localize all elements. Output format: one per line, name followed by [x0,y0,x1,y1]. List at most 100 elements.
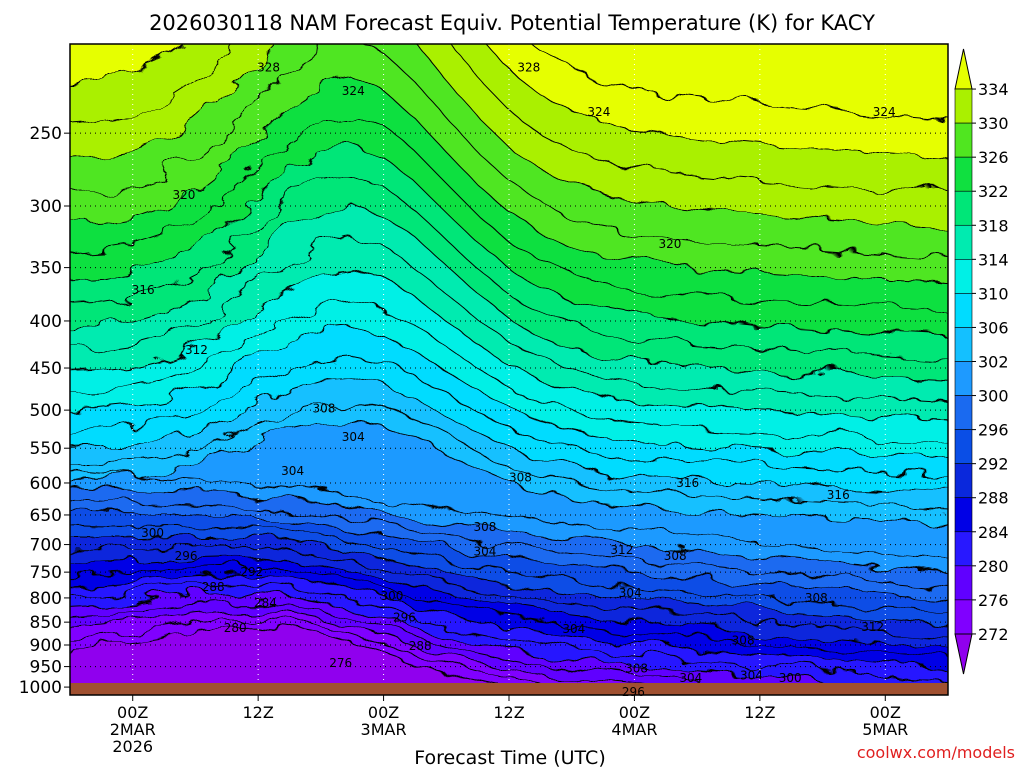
contour-label: 308 [474,520,497,534]
y-tick-label: 400 [30,312,62,332]
colorbar-swatch [954,395,973,430]
contour-label: 328 [257,60,280,74]
contour-label: 308 [625,662,648,676]
contour-label: 300 [380,589,403,603]
contour-label: 308 [805,591,828,605]
x-tick-label: 2026 [112,737,153,756]
x-tick-label: 12Z [242,703,273,722]
x-tick-label: 12Z [744,703,775,722]
contour-label: 308 [313,402,336,416]
colorbar-label: 314 [978,250,1009,269]
y-tick-label: 500 [30,401,62,421]
contour-label: 304 [474,544,497,558]
colorbar-swatch [954,429,973,464]
colorbar-swatch [954,463,973,499]
y-tick-label: 450 [30,359,62,379]
colorbar-label: 272 [978,625,1009,644]
contour-label: 312 [861,620,884,634]
colorbar-label: 280 [978,557,1009,576]
contour-label: 316 [827,488,850,502]
contour-label: 312 [610,543,633,557]
contour-label: 312 [185,343,208,357]
contour-label: 324 [873,105,896,119]
contour-label: 308 [664,549,687,563]
y-tick-label: 550 [30,439,62,459]
contour-label: 324 [587,105,610,119]
contour-label: 304 [281,464,304,478]
contour-label: 316 [676,476,699,490]
contour-label: 276 [329,656,352,670]
contour-label: 304 [679,671,702,685]
colorbar-label: 306 [978,318,1009,337]
contour-label: 300 [141,526,164,540]
colorbar-swatch [954,122,973,158]
y-tick-label: 650 [30,506,62,526]
y-tick-label: 600 [30,474,62,494]
colorbar-label: 300 [978,387,1009,406]
y-tick-label: 900 [30,636,62,656]
contour-label: 296 [393,610,416,624]
colorbar: 272 276 280 284 288 292 296 300 302 306 310 314 318 3… [954,48,1009,675]
colorbar-label: 288 [978,489,1009,508]
colorbar-swatch [954,531,973,567]
contour-lines [70,44,948,695]
colorbar-swatch [954,156,973,192]
x-tick-label: 00Z [368,703,399,722]
colorbar-label: 334 [978,80,1009,99]
ground-strip [70,683,948,695]
colorbar-swatch [954,361,973,396]
y-tick-label: 750 [30,563,62,583]
contour-label: 320 [172,188,195,202]
y-axis: 250 300 350 400 450 500 550 600 650 700 750 800 850 9… [19,124,70,698]
y-tick-label: 300 [30,197,62,217]
x-tick-label: 00Z [619,703,650,722]
y-tick-label: 850 [30,613,62,633]
contour-label: 280 [224,621,247,635]
x-tick-label: 5MAR [862,720,908,739]
contour-label: 324 [342,84,365,98]
y-tick-label: 950 [30,658,62,678]
x-tick-label: 4MAR [611,720,657,739]
x-tick-label: 2MAR [110,720,156,739]
colorbar-label: 292 [978,455,1009,474]
colorbar-swatch [954,190,973,226]
colorbar-swatch [954,88,973,124]
contour-label: 304 [740,669,763,683]
contour-label: 304 [619,586,642,600]
colorbar-label: 322 [978,182,1009,201]
contour-label: 316 [132,283,155,297]
contour-label: 328 [517,60,540,74]
watermark: coolwx.com/models [857,743,1015,762]
colorbar-label: 330 [978,114,1009,133]
contour-label: 300 [779,671,802,685]
contour-label: 292 [240,565,263,579]
colorbar-swatch [954,293,973,328]
contour-label: 304 [342,430,365,444]
colorbar-swatch [954,48,973,90]
grid-lines [70,44,948,695]
contour-label: 288 [202,580,225,594]
colorbar-label: 284 [978,523,1009,542]
colorbar-label: 296 [978,421,1009,440]
colorbar-swatch [954,259,973,294]
colorbar-swatch [954,327,973,362]
colorbar-swatch [954,599,973,635]
plot-area [70,44,948,695]
colorbar-swatch [954,497,973,533]
colorbar-swatch [954,224,973,260]
contour-label: 296 [175,549,198,563]
y-tick-label: 250 [30,124,62,144]
colorbar-label: 302 [978,353,1009,372]
colorbar-swatch [954,633,973,675]
x-tick-label: 00Z [870,703,901,722]
colorbar-label: 318 [978,216,1009,235]
colorbar-label: 326 [978,148,1009,167]
y-tick-label: 1000 [19,678,62,698]
x-tick-label: 00Z [117,703,148,722]
y-tick-label: 800 [30,589,62,609]
contour-label: 284 [254,596,277,610]
contour-label: 304 [562,622,585,636]
contour-label: 296 [622,685,645,699]
